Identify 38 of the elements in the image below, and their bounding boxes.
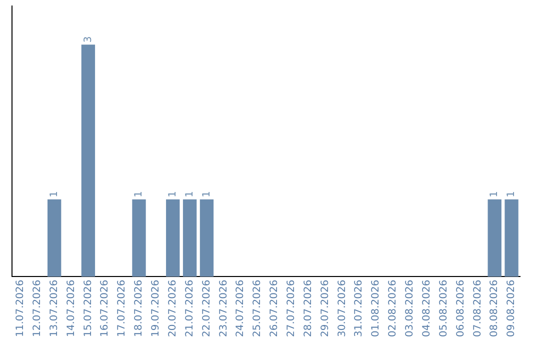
x-tick-label: 16.07.2026 [100, 280, 111, 338]
x-tick-label: 04.08.2026 [421, 280, 432, 338]
data-label: 3 [82, 36, 94, 43]
x-tick-label: 29.07.2026 [320, 280, 331, 338]
x-tick-label: 19.07.2026 [150, 280, 162, 338]
data-label: 1 [201, 191, 212, 198]
x-tick-label: 22.07.2026 [201, 280, 212, 338]
x-tick-label: 15.07.2026 [82, 280, 94, 338]
x-tick-label: 12.07.2026 [32, 280, 43, 338]
x-tick-label: 23.07.2026 [218, 280, 230, 338]
x-tick-label: 17.07.2026 [116, 280, 128, 338]
x-tick-label: 13.07.2026 [48, 280, 60, 338]
x-tick-label: 31.07.2026 [354, 280, 365, 338]
x-tick-label: 03.08.2026 [404, 280, 416, 338]
x-tick-label: 01.08.2026 [370, 280, 382, 338]
data-label: 1 [48, 191, 60, 198]
x-tick-label: 05.08.2026 [438, 280, 450, 338]
x-tick-label: 06.08.2026 [455, 280, 466, 338]
x-tick-label: 21.07.2026 [184, 280, 196, 338]
data-label: 1 [489, 191, 500, 198]
x-tick-label: 27.07.2026 [286, 280, 297, 338]
x-tick-label: 09.08.2026 [506, 280, 518, 338]
data-label: 1 [167, 191, 178, 198]
x-tick-label: 02.08.2026 [388, 280, 399, 338]
x-tick-label: 26.07.2026 [269, 280, 280, 338]
x-tick-label: 30.07.2026 [336, 280, 348, 338]
x-tick-label: 08.08.2026 [489, 280, 500, 338]
x-tick-label: 18.07.2026 [134, 280, 145, 338]
data-label: 1 [134, 191, 145, 198]
x-tick-label: 14.07.2026 [66, 280, 77, 338]
x-tick-label: 07.08.2026 [472, 280, 484, 338]
x-tick-label: 20.07.2026 [167, 280, 178, 338]
x-tick-label: 11.07.2026 [15, 280, 26, 338]
data-label: 1 [184, 191, 196, 198]
data-label: 1 [506, 191, 518, 198]
x-tick-label: 25.07.2026 [252, 280, 264, 338]
x-tick-label: 24.07.2026 [235, 280, 246, 338]
x-tick-label: 28.07.2026 [302, 280, 314, 338]
